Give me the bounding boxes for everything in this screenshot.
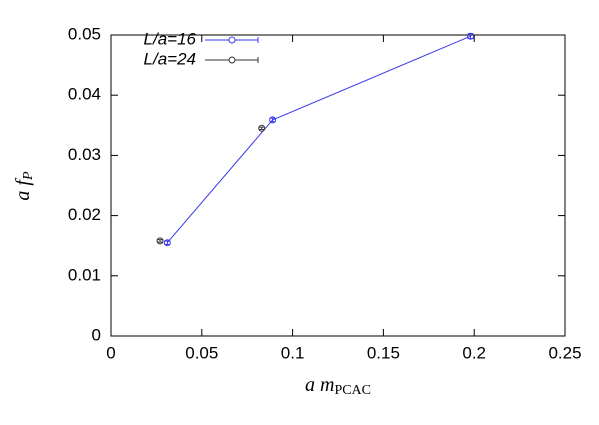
error-bar [258,126,265,131]
legend-marker [228,36,236,44]
legend-label: L/a=16 [144,29,197,48]
x-tick-label: 0.1 [281,343,305,362]
series-line [166,35,471,244]
point [156,237,164,245]
x-tick-label: 0.25 [548,343,581,362]
y-label-main: a f [12,178,34,201]
y-axis-label: a fP [12,171,37,201]
x-tick-label: 0.15 [367,343,400,362]
legend-label: L/a=24 [144,49,196,68]
point [467,32,475,40]
x-tick-label: 0.2 [462,343,486,362]
error-bar [164,240,171,245]
y-tick-label: 0.03 [68,145,101,164]
y-tick-label: 0.04 [68,85,101,104]
x-tick-label: 0 [106,343,115,362]
y-tick-label: 0.02 [68,205,101,224]
point [258,124,266,132]
plot-frame [110,34,566,337]
point [269,116,277,124]
x-label-main: a m [305,374,334,396]
x-axis-label: a mPCAC [305,374,371,399]
y-tick-label: 0.05 [68,24,101,43]
error-bar [157,239,164,243]
point [163,239,171,247]
x-tick-label: 0.05 [185,343,218,362]
y-label-sub: P [21,171,36,181]
y-tick-label: 0 [92,325,101,344]
legend-marker [228,56,236,64]
y-tick-label: 0.01 [68,265,101,284]
x-label-sub: PCAC [334,383,371,398]
